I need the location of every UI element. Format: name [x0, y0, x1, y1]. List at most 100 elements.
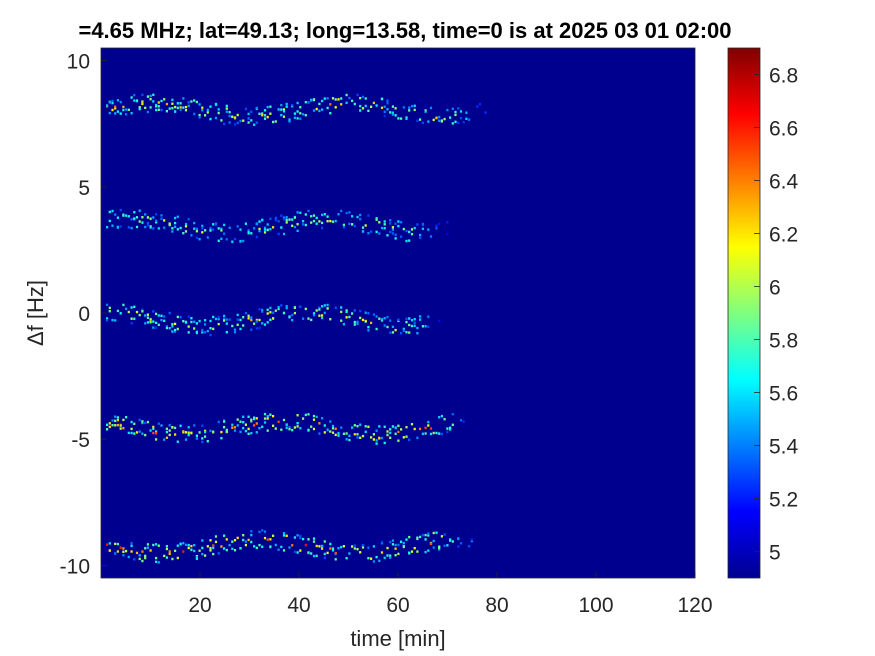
signal-point: [242, 426, 245, 430]
signal-trace-4: [106, 412, 465, 445]
signal-point: [152, 320, 155, 323]
signal-point: [413, 427, 416, 431]
signal-point: [285, 102, 288, 106]
signal-point: [247, 538, 250, 542]
signal-point: [209, 549, 212, 552]
x-tick-label: 80: [485, 594, 508, 617]
colorbar-tick-label: 6.8: [769, 65, 798, 88]
signal-point: [334, 558, 337, 561]
signal-point: [416, 223, 419, 226]
signal-point: [345, 557, 348, 560]
signal-point: [133, 305, 136, 308]
signal-point: [340, 319, 343, 322]
signal-point: [231, 426, 234, 429]
signal-point: [272, 226, 275, 229]
signal-point: [291, 428, 294, 432]
signal-point: [307, 428, 310, 432]
signal-point: [408, 535, 411, 539]
signal-point: [345, 309, 348, 312]
signal-point: [255, 222, 258, 226]
signal-point: [168, 107, 171, 110]
signal-point: [446, 232, 449, 236]
signal-point: [383, 220, 386, 223]
signal-point: [204, 331, 207, 334]
signal-point: [353, 309, 356, 312]
signal-point: [424, 538, 427, 541]
signal-point: [133, 422, 136, 425]
signal-point: [263, 231, 267, 234]
signal-point: [321, 417, 324, 420]
signal-point: [212, 315, 215, 319]
signal-point: [209, 539, 212, 542]
x-tick-label: 60: [386, 594, 409, 617]
signal-point: [190, 544, 193, 548]
signal-point: [258, 220, 261, 223]
signal-point: [206, 108, 209, 112]
signal-point: [457, 121, 460, 125]
colorbar: [728, 48, 760, 578]
signal-point: [244, 429, 247, 433]
signal-point: [424, 110, 427, 113]
signal-point: [427, 532, 430, 535]
signal-point: [359, 213, 362, 217]
signal-point: [299, 536, 302, 540]
signal-point: [114, 213, 117, 216]
signal-point: [383, 227, 386, 230]
signal-point: [440, 119, 443, 122]
signal-point: [293, 225, 296, 229]
signal-point: [416, 332, 419, 335]
signal-point: [367, 232, 370, 235]
signal-point: [198, 238, 201, 241]
signal-point: [171, 107, 174, 110]
signal-point: [122, 550, 125, 553]
signal-point: [171, 230, 174, 233]
signal-point: [351, 545, 354, 548]
signal-point: [378, 221, 381, 224]
signal-point: [282, 115, 286, 118]
signal-point: [146, 216, 149, 219]
signal-point: [206, 440, 209, 443]
signal-point: [465, 111, 468, 114]
signal-point: [157, 108, 160, 111]
signal-point: [247, 427, 250, 431]
signal-point: [367, 557, 370, 560]
signal-point: [386, 430, 389, 433]
signal-point: [187, 315, 190, 318]
signal-point: [233, 331, 237, 334]
signal-point: [345, 438, 348, 441]
signal-point: [155, 432, 158, 435]
signal-point: [274, 543, 277, 547]
signal-point: [378, 317, 381, 320]
signal-point: [435, 224, 438, 227]
signal-point: [206, 545, 209, 548]
signal-point: [359, 96, 362, 100]
signal-point: [201, 231, 204, 234]
signal-point: [277, 220, 280, 223]
signal-point: [176, 315, 179, 319]
signal-point: [419, 535, 422, 539]
signal-point: [174, 328, 177, 332]
signal-point: [193, 424, 196, 427]
signal-point: [182, 106, 185, 109]
signal-point: [127, 310, 130, 314]
signal-point: [329, 542, 332, 546]
signal-point: [288, 546, 291, 549]
signal-point: [174, 426, 177, 430]
signal-point: [391, 331, 394, 334]
signal-point: [380, 436, 384, 440]
signal-point: [152, 326, 155, 329]
signal-point: [410, 104, 414, 108]
signal-point: [302, 223, 305, 226]
signal-point: [375, 217, 378, 220]
signal-point: [236, 536, 239, 540]
signal-point: [255, 431, 258, 434]
signal-point: [432, 431, 435, 435]
signal-point: [323, 311, 326, 315]
signal-point: [195, 331, 198, 335]
signal-point: [291, 318, 294, 322]
signal-point: [427, 420, 430, 424]
signal-point: [247, 117, 250, 120]
signal-point: [312, 537, 316, 540]
colorbar-tick-label: 5: [769, 542, 781, 565]
signal-point: [435, 531, 438, 534]
